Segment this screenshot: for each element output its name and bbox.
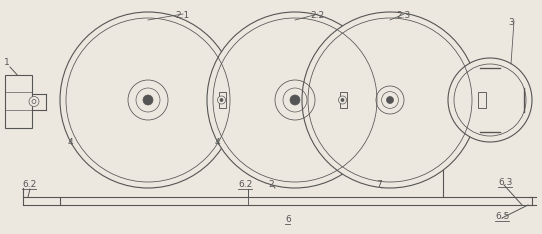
Text: 7: 7 (376, 180, 382, 189)
Text: 6.3: 6.3 (498, 178, 512, 187)
Bar (478, 92, 486, 108)
Circle shape (339, 96, 346, 104)
Text: 2.2: 2.2 (310, 11, 324, 20)
Text: 6.2: 6.2 (238, 180, 252, 189)
Circle shape (217, 96, 225, 104)
Circle shape (302, 12, 478, 188)
Text: 6.2: 6.2 (22, 180, 36, 189)
Circle shape (29, 96, 39, 106)
Circle shape (448, 58, 532, 142)
Text: 2.1: 2.1 (175, 11, 189, 20)
Bar (339, 92, 346, 108)
Bar (5, 75, 32, 128)
Text: 1: 1 (4, 58, 10, 67)
Circle shape (290, 95, 300, 105)
Circle shape (143, 95, 153, 105)
Bar (218, 92, 225, 108)
Circle shape (386, 96, 393, 103)
Circle shape (220, 99, 223, 102)
Text: 4: 4 (215, 138, 221, 147)
Text: 2.3: 2.3 (396, 11, 410, 20)
Text: 4: 4 (68, 138, 74, 147)
Circle shape (207, 12, 383, 188)
Text: 6: 6 (285, 215, 291, 224)
Circle shape (60, 12, 236, 188)
Text: 6.5: 6.5 (495, 212, 509, 221)
Circle shape (341, 99, 344, 102)
Circle shape (32, 99, 36, 103)
Text: 2: 2 (268, 180, 274, 189)
Text: 3: 3 (508, 18, 514, 27)
